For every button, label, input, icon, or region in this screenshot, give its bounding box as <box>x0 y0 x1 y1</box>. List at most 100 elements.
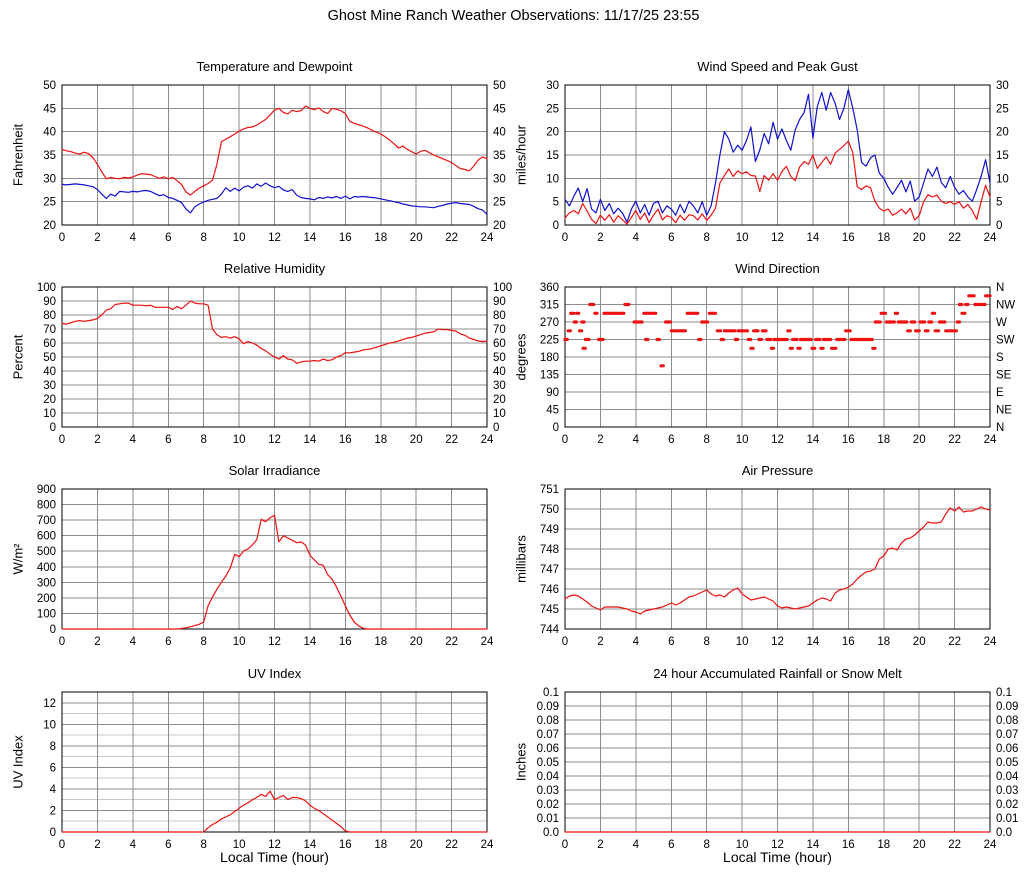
svg-text:5: 5 <box>553 197 559 209</box>
svg-text:0: 0 <box>562 839 568 851</box>
chart-title-air-pressure: Air Pressure <box>741 463 814 478</box>
svg-text:90: 90 <box>43 296 56 308</box>
svg-text:30: 30 <box>43 380 56 392</box>
svg-text:0.07: 0.07 <box>996 729 1018 741</box>
y-axis-label-miles-hour: miles/hour <box>513 125 529 185</box>
svg-text:315: 315 <box>540 300 559 312</box>
svg-text:2: 2 <box>94 434 100 446</box>
svg-text:20: 20 <box>913 636 926 648</box>
svg-text:6: 6 <box>50 762 56 774</box>
svg-text:22: 22 <box>948 232 961 244</box>
svg-text:16: 16 <box>842 232 855 244</box>
svg-text:12: 12 <box>268 434 281 446</box>
svg-text:15: 15 <box>546 150 559 162</box>
svg-text:90: 90 <box>493 296 506 308</box>
svg-text:0.06: 0.06 <box>537 743 559 755</box>
svg-text:25: 25 <box>43 197 56 209</box>
svg-text:10: 10 <box>736 636 749 648</box>
svg-text:24: 24 <box>481 636 494 648</box>
chart-title-uv-index: UV Index <box>247 666 302 681</box>
svg-text:100: 100 <box>37 608 56 620</box>
svg-text:2: 2 <box>94 232 100 244</box>
svg-text:0: 0 <box>50 827 56 839</box>
svg-text:SE: SE <box>996 370 1012 382</box>
svg-text:0.04: 0.04 <box>996 771 1018 783</box>
svg-text:0: 0 <box>562 232 568 244</box>
svg-text:6: 6 <box>165 434 171 446</box>
x-axis-label-local-time: Local Time (hour) <box>220 849 329 865</box>
svg-text:35: 35 <box>493 150 506 162</box>
svg-text:S: S <box>996 352 1004 364</box>
svg-text:18: 18 <box>877 232 890 244</box>
svg-text:0: 0 <box>493 422 499 434</box>
svg-text:18: 18 <box>877 839 890 851</box>
svg-text:135: 135 <box>540 370 559 382</box>
svg-text:12: 12 <box>268 232 281 244</box>
svg-text:24: 24 <box>481 232 494 244</box>
svg-text:20: 20 <box>913 232 926 244</box>
svg-text:10: 10 <box>996 173 1009 185</box>
svg-text:14: 14 <box>807 839 820 851</box>
svg-text:4: 4 <box>130 636 137 648</box>
svg-text:6: 6 <box>668 434 674 446</box>
svg-text:14: 14 <box>304 839 317 851</box>
svg-text:16: 16 <box>339 232 352 244</box>
svg-text:20: 20 <box>410 434 423 446</box>
svg-text:8: 8 <box>703 636 709 648</box>
svg-text:4: 4 <box>50 784 57 796</box>
svg-text:8: 8 <box>703 434 709 446</box>
svg-text:0: 0 <box>59 232 65 244</box>
svg-text:14: 14 <box>807 434 820 446</box>
svg-text:6: 6 <box>668 232 674 244</box>
svg-text:747: 747 <box>540 564 559 576</box>
svg-text:16: 16 <box>339 839 352 851</box>
svg-text:6: 6 <box>165 636 171 648</box>
svg-text:60: 60 <box>43 338 56 350</box>
svg-text:6: 6 <box>668 839 674 851</box>
chart-relative-humidity: 0 0 10 10 20 20 30 30 40 40 50 50 60 60 70 70 80 80 90 90 10… <box>0 257 515 472</box>
svg-text:0.01: 0.01 <box>537 813 559 825</box>
rainfall-plot: 0.0 0.0 0.01 0.01 0.02 0.02 0.03 0.03 0.04 0.04 0.… <box>537 687 1018 851</box>
svg-text:20: 20 <box>410 636 423 648</box>
svg-text:12: 12 <box>268 839 281 851</box>
svg-text:100: 100 <box>493 282 512 294</box>
svg-text:4: 4 <box>130 434 137 446</box>
chart-rainfall: 0.0 0.0 0.01 0.01 0.02 0.02 0.03 0.03 0.04 0.04 0.… <box>503 662 1019 877</box>
svg-text:0.09: 0.09 <box>996 701 1018 713</box>
svg-text:80: 80 <box>43 310 56 322</box>
svg-text:18: 18 <box>877 636 890 648</box>
svg-text:10: 10 <box>233 434 246 446</box>
svg-text:700: 700 <box>37 515 56 527</box>
svg-text:12: 12 <box>771 434 784 446</box>
svg-text:0: 0 <box>59 839 65 851</box>
svg-text:70: 70 <box>493 324 506 336</box>
svg-text:E: E <box>996 387 1004 399</box>
svg-text:40: 40 <box>43 366 56 378</box>
page-title: Ghost Mine Ranch Weather Observations: 1… <box>327 8 700 24</box>
svg-text:748: 748 <box>540 544 559 556</box>
svg-text:24: 24 <box>984 434 997 446</box>
svg-text:2: 2 <box>94 839 100 851</box>
svg-text:0.04: 0.04 <box>537 771 560 783</box>
svg-text:0: 0 <box>59 636 65 648</box>
svg-text:10: 10 <box>493 408 506 420</box>
svg-text:80: 80 <box>493 310 506 322</box>
svg-text:N: N <box>996 422 1004 434</box>
svg-text:0: 0 <box>50 422 56 434</box>
svg-text:500: 500 <box>37 546 56 558</box>
svg-text:90: 90 <box>546 387 559 399</box>
svg-text:8: 8 <box>200 434 206 446</box>
svg-text:24: 24 <box>984 636 997 648</box>
svg-text:20: 20 <box>43 394 56 406</box>
svg-text:4: 4 <box>130 232 137 244</box>
svg-text:20: 20 <box>410 839 423 851</box>
svg-text:745: 745 <box>540 604 559 616</box>
y-axis-label-millibars: millibars <box>513 535 529 583</box>
svg-text:25: 25 <box>996 103 1009 115</box>
svg-text:20: 20 <box>996 127 1009 139</box>
